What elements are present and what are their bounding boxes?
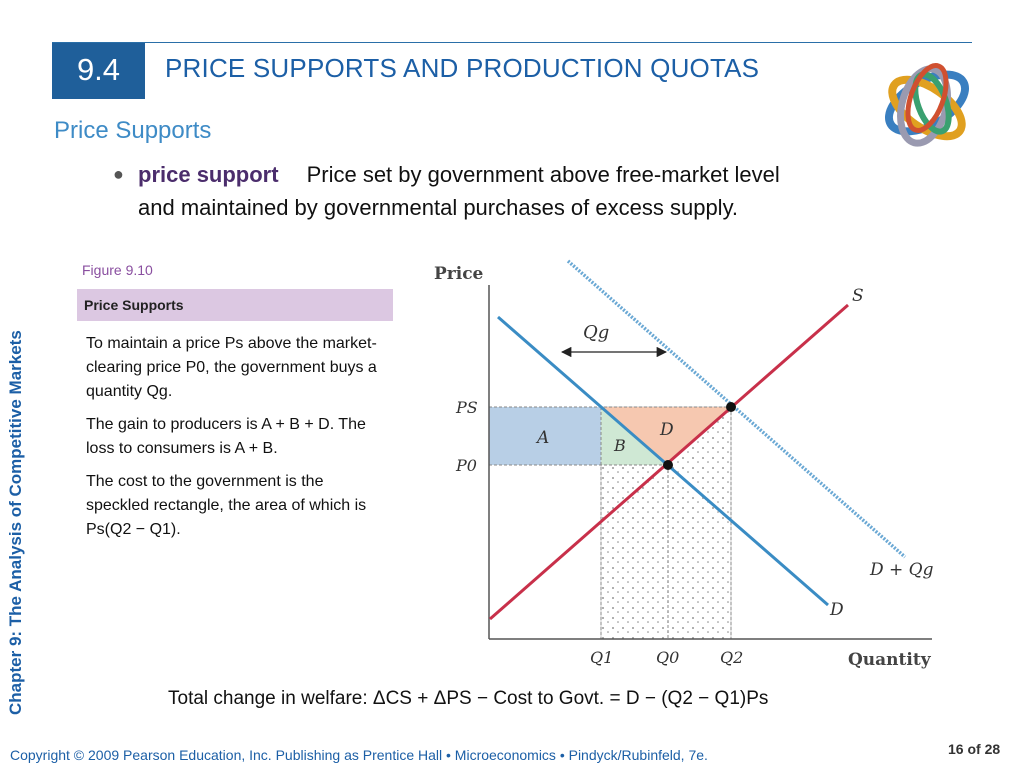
x-axis-label: Quantity — [848, 650, 932, 670]
caption-paragraph-3: The cost to the government is the speckl… — [86, 473, 367, 538]
demand-label: D — [829, 600, 844, 620]
chapter-sidebar: Chapter 9: The Analysis of Competitive M… — [6, 330, 25, 715]
area-d-label: D — [659, 420, 674, 440]
header-rule — [52, 42, 972, 43]
area-a-label: A — [535, 428, 549, 448]
footer-copyright: Copyright © 2009 Pearson Education, Inc.… — [10, 747, 708, 763]
q1-label: Q1 — [590, 648, 613, 667]
welfare-formula: Total change in welfare: ΔCS + ΔPS − Cos… — [168, 688, 769, 709]
section-subtitle: Price Supports — [54, 117, 212, 144]
p0-label: P0 — [455, 456, 477, 475]
supply-label: S — [852, 286, 864, 306]
figure-caption: To maintain a price Ps above the market-… — [86, 332, 386, 551]
definition-text: Price set by government above free-marke… — [138, 162, 780, 220]
figure-title: Price Supports — [84, 297, 184, 313]
support-point — [726, 402, 736, 412]
badge-underline — [52, 97, 145, 99]
definition-bullet: ● price support Price set by government a… — [113, 158, 793, 224]
caption-paragraph-2: The gain to producers is A + B + D. The … — [86, 416, 366, 457]
shifted-demand-curve — [566, 259, 907, 559]
section-number-badge: 9.4 — [52, 43, 145, 97]
price-support-diagram: Qg Price Quantity S D D + Qg PS P0 Q1 Q0… — [434, 259, 934, 670]
shifted-demand-label: D + Qg — [869, 560, 934, 580]
demand-curve — [497, 315, 829, 607]
caption-paragraph-1: To maintain a price Ps above the market-… — [86, 335, 377, 400]
slide-title: PRICE SUPPORTS AND PRODUCTION QUOTAS — [165, 53, 760, 83]
area-b-label: B — [613, 436, 626, 455]
page-number: 16 of 28 — [948, 741, 1001, 757]
y-axis-label: Price — [434, 264, 484, 284]
qg-label: Qg — [583, 322, 609, 343]
ps-label: PS — [455, 398, 478, 417]
figure-label: Figure 9.10 — [82, 262, 153, 278]
q0-label: Q0 — [656, 648, 679, 667]
equilibrium-point — [663, 460, 673, 470]
figure-title-bar — [77, 289, 393, 321]
rings-logo-icon — [885, 63, 969, 147]
area-d — [601, 407, 731, 465]
bullet-dot-icon: ● — [113, 164, 124, 184]
definition-term: price support — [138, 162, 279, 187]
area-a — [489, 407, 601, 465]
q2-label: Q2 — [720, 648, 743, 667]
